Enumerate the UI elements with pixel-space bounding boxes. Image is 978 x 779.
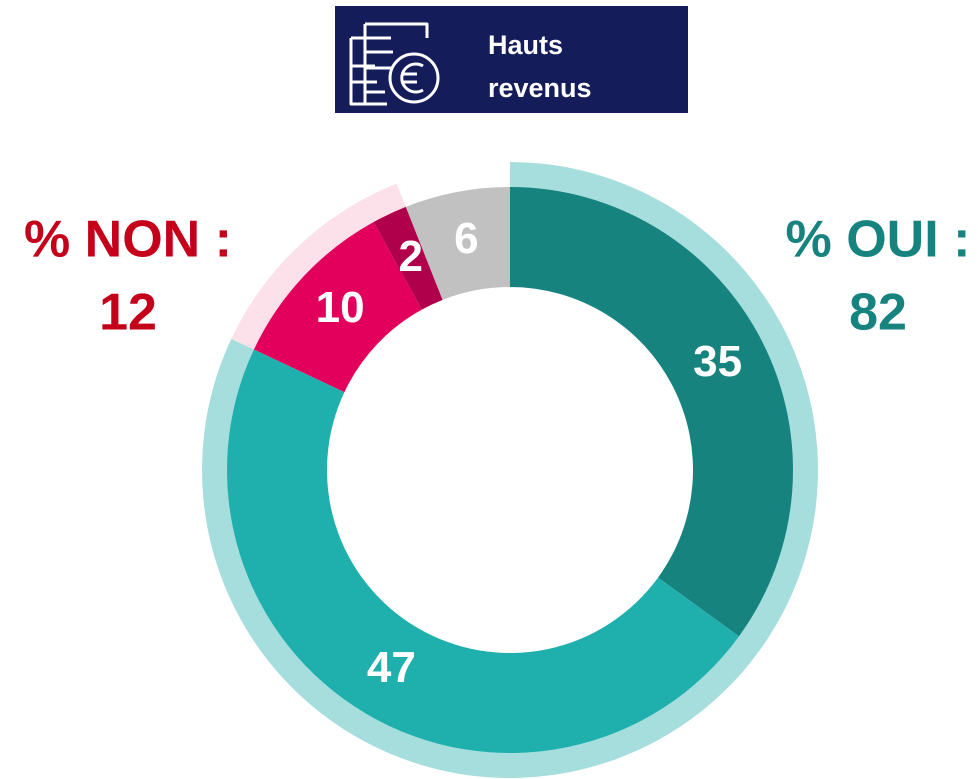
group-ring: [231, 183, 407, 350]
slice: [405, 187, 510, 300]
slice: [253, 222, 422, 393]
title: Hauts revenus: [488, 30, 592, 103]
slice-label: 2: [399, 232, 423, 281]
slice-label: 10: [316, 283, 365, 332]
icon: [349, 22, 440, 106]
header: Hauts revenus: [335, 6, 688, 113]
group-name: % OUI :: [786, 211, 971, 269]
group-value: 12: [99, 284, 157, 342]
group-name: % NON :: [24, 211, 232, 269]
slice: [510, 187, 793, 637]
group-value: 82: [849, 284, 907, 342]
slice-label: 35: [693, 337, 742, 386]
slice-label: 6: [454, 214, 478, 263]
slice: [373, 206, 443, 310]
slice-label: 47: [367, 643, 416, 692]
slice: [227, 349, 739, 753]
